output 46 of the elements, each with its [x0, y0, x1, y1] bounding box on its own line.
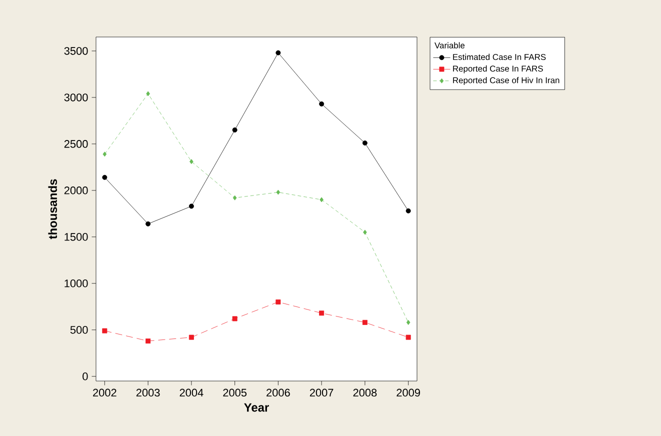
point	[362, 140, 368, 146]
y-tick-label: 1500	[64, 233, 88, 241]
point	[319, 101, 324, 106]
point	[363, 230, 367, 235]
point	[232, 195, 237, 200]
legend-title: Variable	[434, 42, 465, 48]
legend-label: Reported Case In FARS	[453, 65, 543, 74]
y-tick-label: 2500	[64, 140, 88, 148]
legend-label: Reported Case of Hiv In Iran	[453, 77, 560, 85]
point	[406, 208, 411, 214]
point	[102, 328, 108, 334]
y-tick-label: 3500	[64, 47, 88, 55]
y-tick-label: 500	[70, 326, 88, 334]
x-tick-label: 2006	[266, 388, 290, 397]
point	[276, 299, 281, 304]
point	[188, 334, 194, 340]
point	[406, 320, 410, 325]
point	[232, 316, 238, 322]
point	[188, 204, 194, 209]
point	[102, 152, 107, 157]
point	[190, 159, 194, 164]
x-tick-label: 2009	[396, 388, 420, 397]
x-tick-label: 2003	[136, 388, 160, 397]
point	[276, 190, 280, 195]
y-tick-label: 3000	[64, 94, 88, 102]
x-tick-label: 2008	[353, 388, 377, 397]
point	[146, 221, 151, 226]
y-axis-title: thousands	[48, 179, 57, 240]
point	[319, 310, 324, 316]
point	[276, 50, 281, 56]
legend-label: Estimated Case In FARS	[453, 54, 546, 60]
y-tick-label: 2000	[64, 186, 88, 194]
x-tick-label: 2002	[93, 388, 116, 397]
point	[362, 320, 368, 325]
point	[406, 334, 411, 340]
x-axis-title: Year	[244, 403, 269, 412]
x-tick-label: 2005	[223, 388, 247, 397]
point	[146, 91, 150, 96]
point	[232, 127, 238, 132]
y-tick-label: 1000	[64, 280, 88, 288]
point	[320, 197, 324, 202]
y-tick-label: 0	[82, 372, 88, 380]
x-tick-label: 2004	[180, 388, 204, 397]
point	[102, 174, 108, 180]
point	[146, 338, 151, 344]
x-tick-label: 2007	[310, 388, 334, 397]
